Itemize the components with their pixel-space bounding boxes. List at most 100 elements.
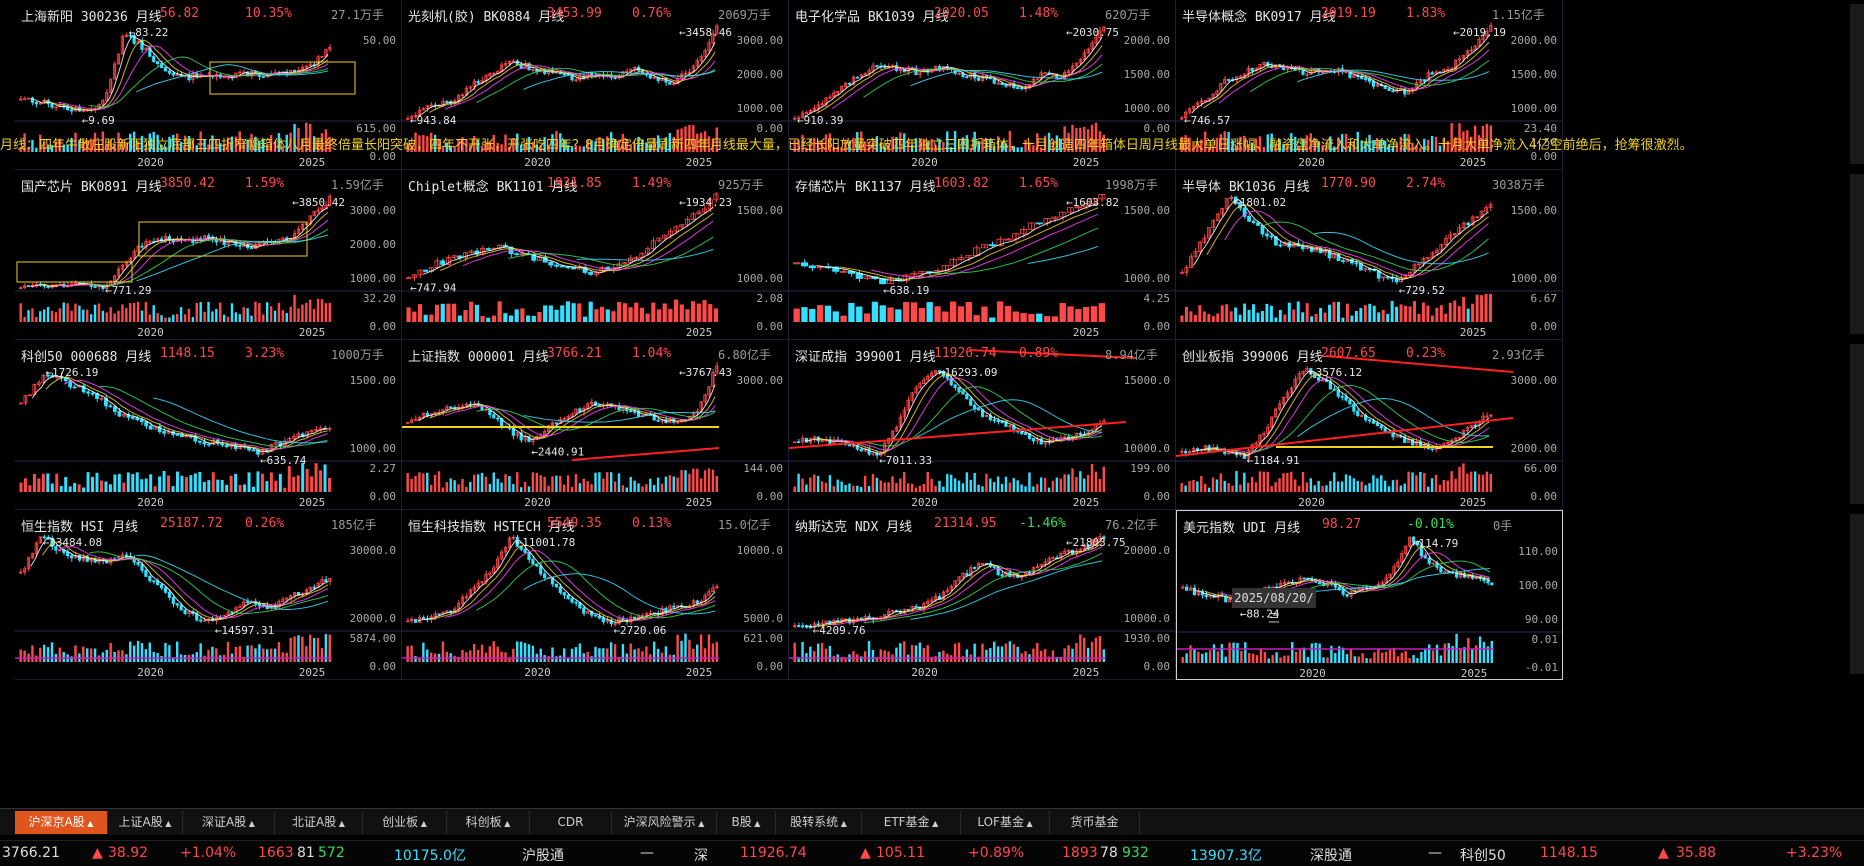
chart-panel-bk0917[interactable]: 半导体概念 BK0917 月线 2019.19 1.83% 1.15亿手 2000.00…	[1176, 0, 1563, 170]
market-tab[interactable]: ETF基金 ▲	[862, 811, 961, 834]
candle-body	[1486, 580, 1490, 584]
chart-panel-399006[interactable]: 创业板指 399006 月线 2607.65 0.23% 2.93亿手 3000.00 2…	[1176, 340, 1563, 510]
chart-panel-bk0884[interactable]: 光刻机(胶) BK0884 月线 3453.99 0.76% 2069万手 3000.0…	[402, 0, 789, 170]
volume-bar	[516, 133, 519, 152]
volume-bar	[942, 650, 945, 662]
sz-label[interactable]: 深	[694, 848, 708, 864]
volume-bar	[1102, 649, 1105, 662]
volume-bar	[824, 648, 828, 662]
volume-bar	[117, 650, 120, 662]
market-tab[interactable]: 货币基金	[1050, 811, 1140, 834]
market-tab[interactable]: 深证A股 ▲	[183, 811, 275, 834]
volume-bar	[1197, 651, 1200, 663]
chart-panel-000001[interactable]: 上证指数 000001 月线 3766.21 1.04% 6.80亿手 3000.00 1…	[402, 340, 789, 510]
candlestick-chart[interactable]: 1500.001000.002.080.002025←1934.23←747.9…	[402, 170, 789, 340]
chart-panel-bk1039[interactable]: 电子化学品 BK1039 月线 2020.05 1.48% 620万手 2000.00 1…	[789, 0, 1176, 170]
chart-panel-bk1137[interactable]: 存储芯片 BK1137 月线 1603.82 1.65% 1998万手 1500.00 1…	[789, 170, 1176, 340]
volume-bar	[1489, 125, 1492, 152]
kc50-label[interactable]: 科创50	[1460, 848, 1506, 864]
chart-panel-udi[interactable]: 美元指数 UDI 月线 98.27 -0.01% 0手 110.00 100.00 90.0…	[1176, 510, 1563, 680]
volume-bar	[31, 308, 34, 322]
panel-scrollbar[interactable]	[1850, 4, 1864, 164]
chart-panel-bk1036[interactable]: 半导体 BK1036 月线 1770.90 2.74% 3038万手 1500.00 10…	[1176, 170, 1563, 340]
candle-body	[832, 266, 840, 272]
chart-panel-300236[interactable]: 上海新阳 300236 月线 56.82 10.35% 27.1万手 50.00 615.…	[15, 0, 402, 170]
candle-body	[1047, 558, 1051, 563]
volume-bar	[1341, 317, 1345, 322]
candle-body	[945, 375, 949, 379]
chart-panel-hsi[interactable]: 恒生指数 HSI 月线 25187.72 0.26% 185亿手 30000.0 2000…	[15, 510, 402, 680]
volume-bar	[559, 475, 562, 492]
volume-bar	[437, 471, 441, 492]
panel-scrollbar[interactable]	[1850, 174, 1864, 334]
market-tab[interactable]: 上证A股 ▲	[108, 811, 183, 834]
volume-bar	[953, 643, 957, 662]
volume-bar	[488, 646, 492, 662]
volume-bar	[1028, 472, 1031, 492]
volume-bar	[702, 300, 707, 322]
panel-change-pct: 0.89%	[1019, 346, 1059, 361]
volume-bar	[1075, 642, 1078, 662]
candle-body	[1098, 194, 1106, 200]
chart-panel-hstech[interactable]: 恒生科技指数 HSTECH 月线 5549.35 0.13% 15.0亿手 10000.…	[402, 510, 789, 680]
candle-body	[652, 76, 656, 79]
volume-bar	[860, 656, 863, 662]
market-tab[interactable]: CDR	[530, 811, 612, 834]
hgt-label[interactable]: 沪股通	[522, 848, 564, 864]
volume-bar	[23, 478, 27, 492]
market-tab[interactable]: 北证A股 ▲	[275, 811, 363, 834]
candle-body	[472, 81, 476, 88]
chart-panel-bk1101[interactable]: Chiplet概念 BK1101 月线 1931.85 1.49% 925万手 1500…	[402, 170, 789, 340]
candle-body	[1381, 276, 1386, 279]
sh-amount: 10175.0亿	[394, 848, 466, 864]
candle-body	[417, 269, 423, 276]
volume-bar	[977, 656, 980, 662]
volume-bar	[1372, 305, 1376, 322]
candle-body	[684, 218, 690, 226]
panel-title: 存储芯片 BK1137 月线	[795, 180, 936, 195]
panel-scrollbar[interactable]	[1850, 344, 1864, 504]
chart-panel-000688[interactable]: 科创50 000688 月线 1148.15 3.23% 1000万手 1500.00 1…	[15, 340, 402, 510]
market-tab[interactable]: B股 ▲	[717, 811, 776, 834]
volume-bar	[82, 309, 85, 322]
volume-bar	[187, 308, 191, 322]
chart-panel-399001[interactable]: 深证成指 399001 月线 11926.74 0.89% 8.94亿手 15000.0…	[789, 340, 1176, 510]
volume-bar	[617, 302, 622, 322]
panel-change-pct: 0.26%	[245, 516, 285, 531]
volume-bar	[930, 139, 933, 152]
market-tab[interactable]: 科创板 ▲	[447, 811, 530, 834]
volume-bar	[641, 651, 644, 662]
candlestick-chart[interactable]: 1500.001000.006.670.002025←1801.02←729.5…	[1176, 170, 1563, 340]
candle-body	[413, 618, 418, 623]
chart-panel-bk0891[interactable]: 国产芯片 BK0891 月线 3850.42 1.59% 1.59亿手 3000.00 2…	[15, 170, 402, 340]
candlestick-chart[interactable]: 1500.001000.004.250.002025←1603.82←638.1…	[789, 170, 1176, 340]
sz-amount: 13907.3亿	[1190, 848, 1262, 864]
volume-bar	[121, 139, 124, 152]
chart-panel-ndx[interactable]: 纳斯达克 NDX 月线 21314.95 -1.46% 76.2亿手 20000.0 10…	[789, 510, 1176, 680]
volume-bar	[125, 143, 128, 152]
sgt-label[interactable]: 深股通	[1310, 848, 1352, 864]
market-tab[interactable]: 沪深风险警示 ▲	[612, 811, 717, 834]
panel-scrollbar[interactable]	[1850, 514, 1864, 674]
market-tab[interactable]: 股转系统 ▲	[776, 811, 862, 834]
volume-bar	[535, 472, 539, 492]
volume-bar	[207, 144, 210, 152]
candle-body	[1066, 207, 1075, 213]
market-tab[interactable]: LOF基金 ▲	[961, 811, 1050, 834]
market-tab[interactable]: 沪深京A股 ▲	[15, 811, 108, 834]
market-tab[interactable]: 创业板 ▲	[363, 811, 447, 834]
volume-bar	[73, 483, 77, 492]
